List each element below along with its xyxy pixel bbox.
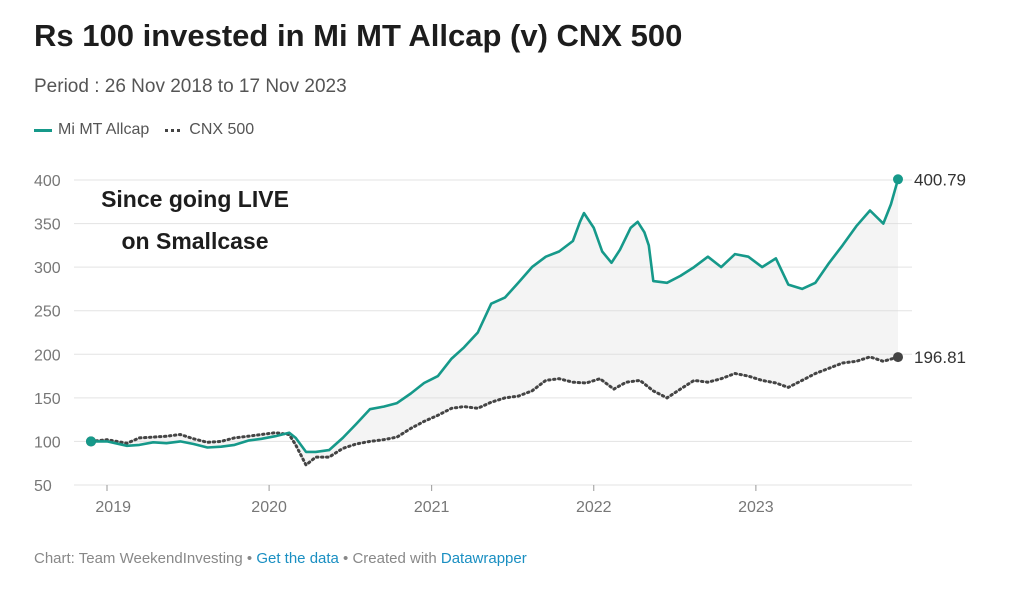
get-the-data-link[interactable]: Get the data xyxy=(256,550,339,567)
legend-swatch-solid xyxy=(34,128,52,132)
chart-subtitle: Period : 26 Nov 2018 to 17 Nov 2023 xyxy=(34,76,347,97)
x-tick-label: 2020 xyxy=(251,499,287,516)
datawrapper-link[interactable]: Datawrapper xyxy=(440,550,527,567)
y-tick-label: 100 xyxy=(34,434,61,451)
y-tick-label: 350 xyxy=(34,217,61,234)
chart-footer: Chart: Team WeekendInvesting • Get the d… xyxy=(34,550,527,567)
footer-separator: • xyxy=(242,550,257,567)
y-tick-label: 300 xyxy=(34,260,61,277)
legend-swatch-dotted xyxy=(165,128,184,132)
series-end-point xyxy=(893,174,903,185)
footer-created-with: • Created with xyxy=(338,550,441,567)
series-end-label: 196.81 xyxy=(914,348,966,367)
annotation-line-2: on Smallcase xyxy=(121,228,268,254)
x-tick-label: 2023 xyxy=(738,499,774,516)
legend-label-series-1: Mi MT Allcap xyxy=(58,121,150,138)
chart-legend: Mi MT Allcap CNX 500 xyxy=(34,121,254,139)
y-tick-label: 400 xyxy=(34,173,61,190)
series-line-mi-mt-allcap xyxy=(91,178,900,454)
y-tick-label: 150 xyxy=(34,391,61,408)
series-line-cnx-500 xyxy=(89,355,900,468)
x-tick-label: 2019 xyxy=(95,499,131,516)
annotation-line-1: Since going LIVE xyxy=(101,186,289,212)
y-tick-label: 250 xyxy=(34,304,61,321)
y-tick-label: 50 xyxy=(34,478,52,495)
area-between-series xyxy=(91,179,898,465)
y-tick-label: 200 xyxy=(34,347,61,364)
line-chart: 50 100 150 200 250 300 350 400 2019 2020 2021 2022 2… xyxy=(34,170,966,516)
series-end-point xyxy=(893,352,903,363)
legend-label-series-2: CNX 500 xyxy=(189,121,255,138)
footer-credit: Chart: Team WeekendInvesting xyxy=(34,550,243,567)
x-tick-label: 2022 xyxy=(576,499,612,516)
series-end-label: 400.79 xyxy=(914,170,966,189)
chart-title: Rs 100 invested in Mi MT Allcap (v) CNX … xyxy=(34,18,683,53)
x-tick-label: 2021 xyxy=(414,499,450,516)
series-start-point xyxy=(86,436,96,447)
